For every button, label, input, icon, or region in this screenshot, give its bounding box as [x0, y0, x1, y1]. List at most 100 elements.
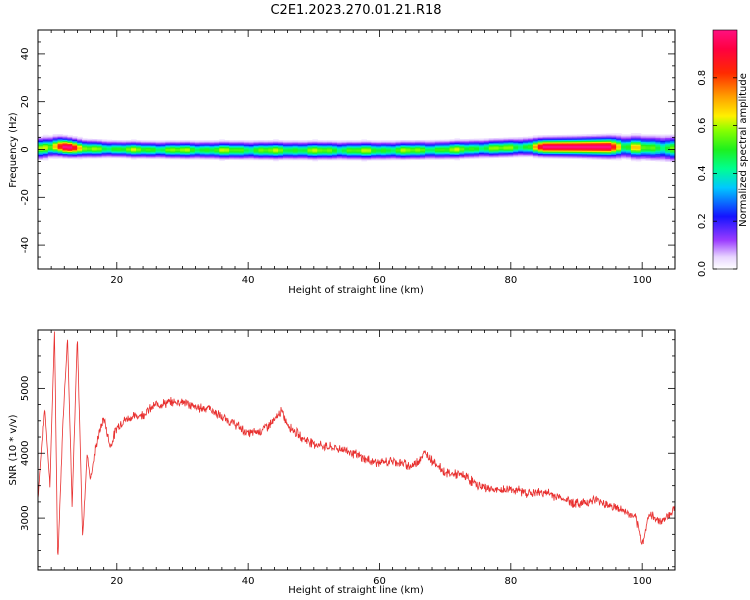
snr-ylabel: SNR (10 * v/v): [8, 414, 19, 485]
heatmap-cell: [640, 143, 647, 145]
heatmap-cell: [366, 158, 372, 161]
snr-xtick-label: 20: [110, 576, 123, 587]
heatmap-cell: [332, 147, 338, 150]
colorbar-tick-label: 0.6: [697, 118, 708, 134]
heatmap-cell: [327, 150, 333, 152]
heatmap-cell: [459, 142, 465, 144]
heatmap-cell: [518, 137, 524, 139]
heatmap-cell: [180, 153, 186, 156]
heatmap-cell: [670, 139, 675, 142]
heatmap-cell: [160, 140, 166, 142]
heatmap-cell: [258, 140, 264, 142]
heatmap-cell: [635, 133, 642, 135]
figure-title: C2E1.2023.270.01.21.R18: [270, 3, 441, 18]
heatmap-cell: [77, 150, 83, 152]
heatmap-cell: [238, 158, 245, 161]
heatmap-cell: [38, 137, 44, 140]
heatmap-cell: [96, 141, 103, 143]
heatmap-cell: [248, 147, 255, 150]
heatmap-cell: [248, 145, 255, 148]
heatmap-cell: [258, 144, 264, 147]
heatmap-cell: [189, 156, 196, 159]
heatmap-cell: [332, 143, 338, 146]
heatmap-cell: [390, 156, 397, 159]
heatmap-cell: [621, 150, 627, 153]
heatmap-cell: [145, 141, 152, 143]
heatmap-cell: [229, 156, 235, 158]
heatmap-cell: [420, 151, 426, 154]
heatmap-cell: [606, 150, 612, 153]
heatmap-cell: [199, 147, 206, 150]
heatmap-cell: [528, 148, 534, 151]
heatmap-cell: [650, 147, 656, 150]
heatmap-cell: [601, 141, 607, 144]
heatmap-cell: [273, 154, 279, 156]
heatmap-cell: [258, 154, 264, 156]
heatmap-cell: [415, 140, 421, 142]
heatmap-cell: [479, 142, 485, 145]
heatmap-cell: [449, 154, 456, 157]
heatmap-cell: [283, 141, 289, 143]
heatmap-cell: [52, 138, 59, 141]
heatmap-cell: [498, 141, 505, 143]
heatmap-cell: [292, 154, 299, 156]
heatmap-cell: [523, 146, 529, 149]
heatmap-cell: [532, 137, 539, 140]
heatmap-cell: [131, 145, 137, 147]
heatmap-cell: [532, 150, 539, 152]
heatmap-cell: [341, 143, 348, 146]
heatmap-cell: [194, 147, 201, 150]
heatmap-cell: [479, 143, 485, 146]
heatmap-cell: [508, 140, 514, 143]
heatmap-cell: [248, 141, 255, 143]
heatmap-cell: [503, 140, 509, 143]
heatmap-cell: [297, 153, 304, 155]
heatmap-cell: [640, 151, 647, 154]
heatmap-cell: [234, 155, 240, 157]
heatmap-cell: [454, 145, 460, 148]
heatmap-cell: [224, 142, 230, 144]
heatmap-cell: [376, 153, 382, 155]
heatmap-cell: [670, 154, 675, 157]
heatmap-cell: [91, 147, 98, 149]
heatmap-cell: [116, 142, 122, 144]
heatmap-cell: [405, 153, 411, 155]
heatmap-cell: [111, 150, 117, 153]
heatmap-cell: [371, 141, 377, 144]
heatmap-cell: [317, 145, 323, 148]
heatmap-cell: [537, 152, 544, 154]
heatmap-cell: [621, 157, 627, 160]
heatmap-cell: [87, 139, 93, 142]
heatmap-cell: [606, 149, 612, 151]
heatmap-cell: [381, 155, 387, 158]
heatmap-cell: [425, 147, 431, 150]
heatmap-cell: [385, 157, 392, 160]
heatmap-cell: [356, 145, 362, 148]
heatmap-cell: [381, 146, 387, 149]
heatmap-cell: [307, 149, 313, 151]
heatmap-cell: [38, 146, 44, 149]
heatmap-cell: [219, 140, 225, 142]
heatmap-cell: [483, 154, 490, 157]
heatmap-cell: [292, 148, 299, 151]
heatmap-cell: [346, 146, 353, 149]
heatmap-cell: [131, 154, 137, 156]
heatmap-cell: [204, 157, 211, 159]
heatmap-cell: [420, 148, 426, 151]
heatmap-cell: [42, 138, 49, 141]
heatmap-cell: [140, 147, 147, 149]
heatmap-cell: [513, 154, 519, 157]
heatmap-cell: [111, 140, 117, 143]
heatmap-cell: [601, 149, 607, 151]
heatmap-cell: [537, 138, 544, 141]
heatmap-cell: [160, 153, 166, 156]
heatmap-cell: [145, 143, 152, 145]
heatmap-cell: [660, 140, 666, 143]
heatmap-cell: [224, 146, 230, 149]
heatmap-cell: [469, 146, 475, 148]
heatmap-cell: [101, 148, 108, 151]
heatmap-cell: [434, 157, 441, 159]
heatmap-cell: [258, 147, 264, 150]
heatmap-cell: [630, 148, 637, 151]
